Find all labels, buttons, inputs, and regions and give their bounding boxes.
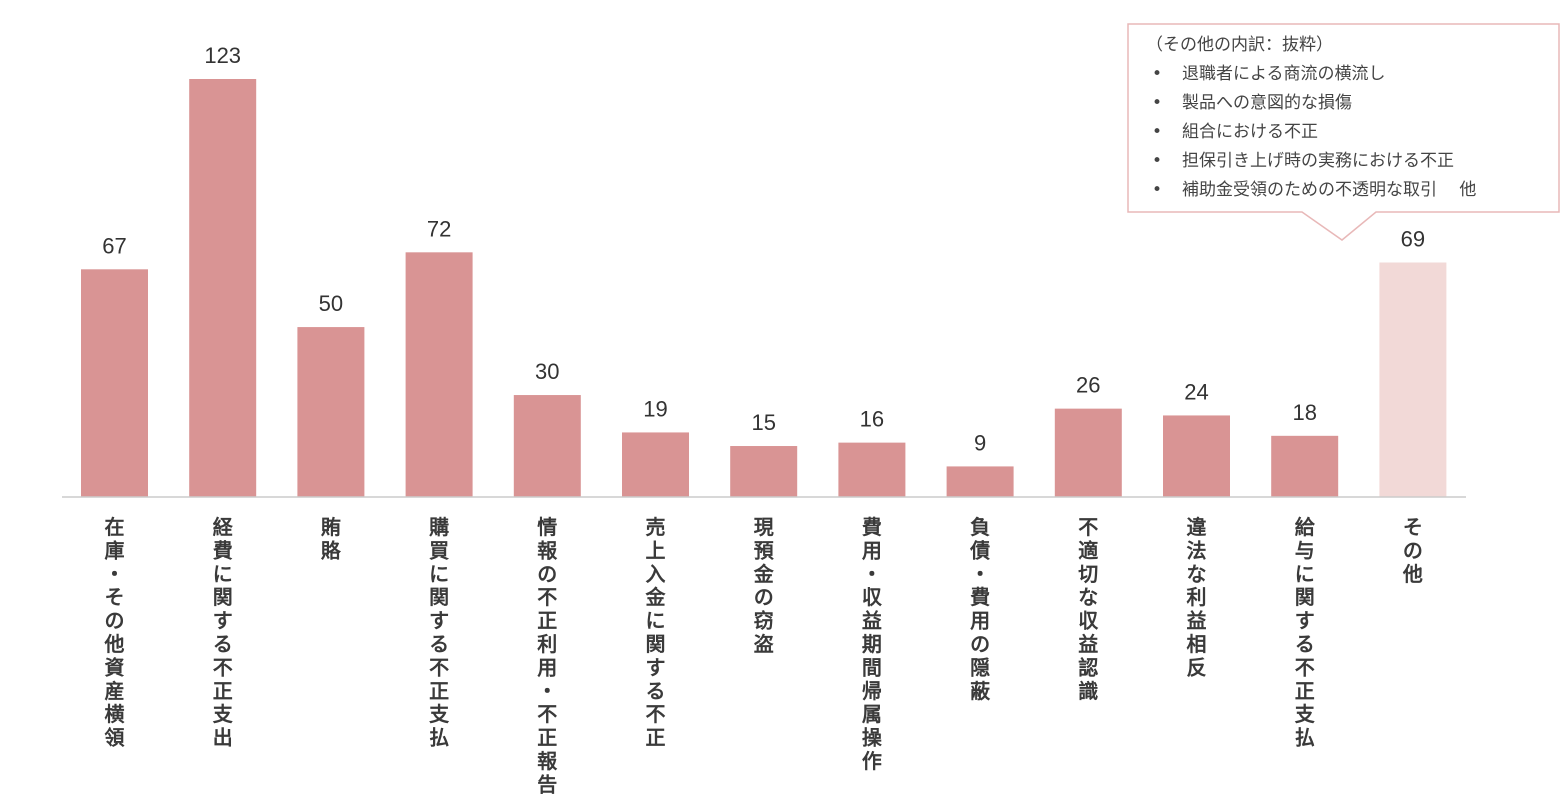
category-label-2: 経費に関する不正支出 bbox=[213, 515, 234, 750]
callout-bullet: • bbox=[1152, 122, 1162, 142]
category-label-9: 負債・費用の隠蔽 bbox=[969, 515, 991, 703]
value-label-8: 16 bbox=[860, 407, 884, 432]
bar-4 bbox=[405, 252, 473, 497]
callout-item-5: 補助金受領のための不透明な取引 他 bbox=[1182, 180, 1476, 200]
value-labels-group: 67 123 50 72 30 19 15 16 9 26 24 18 69 bbox=[102, 43, 1425, 455]
bar-13 bbox=[1379, 262, 1447, 497]
callout-box: （その他の内訳：抜粋） • 退職者による商流の横流し • 製品への意図的な損傷 • 組合に… bbox=[1127, 23, 1560, 241]
callout-item-4: 担保引き上げ時の実務における不正 bbox=[1182, 151, 1454, 171]
bar-12 bbox=[1271, 435, 1339, 497]
category-label-8: 費用・収益期間帰属操作 bbox=[862, 515, 883, 773]
bar-6 bbox=[622, 432, 689, 497]
callout-bullet: • bbox=[1152, 151, 1162, 171]
category-labels-group: 在庫・その他資産横領 経費に関する不正支出 賄賂 購買に関する不正支払 情報の不正利用・… bbox=[104, 515, 1423, 796]
callout-title: （その他の内訳：抜粋） bbox=[1146, 35, 1333, 55]
value-label-12: 18 bbox=[1292, 400, 1316, 425]
category-label-1: 在庫・その他資産横領 bbox=[104, 515, 126, 750]
value-label-13: 69 bbox=[1401, 227, 1425, 252]
bar-2 bbox=[189, 79, 257, 497]
callout-bullet: • bbox=[1152, 93, 1162, 113]
bar-11 bbox=[1163, 415, 1230, 497]
bar-3 bbox=[297, 327, 365, 497]
value-label-5: 30 bbox=[535, 359, 559, 384]
callout-bullet: • bbox=[1152, 180, 1162, 200]
bar-1 bbox=[81, 269, 148, 497]
bar-9 bbox=[946, 466, 1014, 497]
callout-item-1: 退職者による商流の横流し bbox=[1182, 64, 1386, 84]
value-label-10: 26 bbox=[1076, 373, 1100, 398]
value-label-2: 123 bbox=[204, 43, 241, 68]
value-label-7: 15 bbox=[751, 410, 775, 435]
value-label-9: 9 bbox=[974, 430, 986, 455]
callout-item-2: 製品への意図的な損傷 bbox=[1182, 93, 1352, 113]
category-label-5: 情報の不正利用・不正報告 bbox=[537, 515, 558, 796]
bars-group bbox=[81, 79, 1447, 497]
category-label-12: 給与に関する不正支払 bbox=[1295, 515, 1316, 750]
callout-outline bbox=[1127, 23, 1560, 241]
value-label-6: 19 bbox=[643, 396, 667, 421]
bar-7 bbox=[730, 446, 798, 497]
category-label-4: 購買に関する不正支払 bbox=[429, 515, 450, 750]
value-label-11: 24 bbox=[1184, 379, 1208, 404]
category-label-3: 賄賂 bbox=[320, 515, 342, 562]
callout-items: • 退職者による商流の横流し • 製品への意図的な損傷 • 組合における不正 • 担保引き上げ… bbox=[1152, 64, 1476, 200]
category-label-7: 現預金の窃盗 bbox=[753, 515, 775, 656]
category-label-10: 不適切な収益認識 bbox=[1078, 515, 1099, 703]
bar-10 bbox=[1054, 408, 1122, 497]
value-label-3: 50 bbox=[319, 291, 343, 316]
callout-bullet: • bbox=[1152, 64, 1162, 84]
bar-8 bbox=[838, 442, 906, 497]
category-label-6: 売上入金に関する不正 bbox=[645, 515, 667, 750]
value-label-4: 72 bbox=[427, 216, 451, 241]
callout-item-3: 組合における不正 bbox=[1182, 122, 1318, 142]
value-label-1: 67 bbox=[102, 233, 126, 258]
bar-5 bbox=[513, 395, 581, 497]
category-label-11: 違法な利益相反 bbox=[1187, 515, 1207, 679]
category-label-13: その他 bbox=[1402, 515, 1423, 586]
